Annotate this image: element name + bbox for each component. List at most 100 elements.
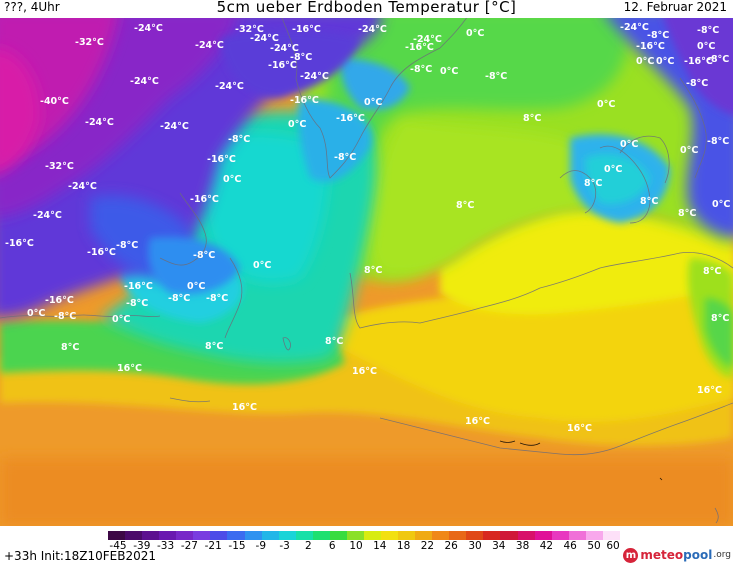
legend-tick-label: 60 — [606, 540, 620, 552]
temperature-label: 0°C — [223, 174, 241, 185]
temperature-label: -8°C — [206, 293, 228, 304]
temperature-label: -24°C — [160, 121, 189, 132]
legend-swatch — [312, 531, 330, 540]
legend-tick-label: 50 — [587, 540, 601, 552]
temperature-label: 8°C — [523, 113, 541, 124]
forecast-day-label: ???, 4Uhr — [4, 0, 60, 14]
temperature-label: -8°C — [707, 54, 729, 65]
legend-swatch — [346, 531, 364, 540]
temperature-label: -24°C — [300, 71, 329, 82]
brand-pool: pool — [683, 548, 713, 562]
temperature-label: -24°C — [270, 43, 299, 54]
legend-swatch — [585, 531, 603, 540]
legend-tick-label: -15 — [228, 540, 246, 552]
legend-swatch — [432, 531, 450, 540]
legend-swatch — [551, 531, 569, 540]
color-legend — [108, 531, 620, 540]
legend-tick-label: 18 — [396, 540, 411, 552]
legend-swatch — [261, 531, 279, 540]
legend-swatch — [363, 531, 381, 540]
temperature-label: 0°C — [597, 99, 615, 110]
legend-swatch — [159, 531, 177, 540]
temperature-label: -24°C — [33, 210, 62, 221]
temperature-label: -8°C — [290, 52, 312, 63]
temperature-label: 0°C — [440, 66, 458, 77]
temperature-label: 0°C — [712, 199, 730, 210]
temperature-label: 8°C — [640, 196, 658, 207]
legend-swatch — [449, 531, 467, 540]
temperature-label: 0°C — [112, 314, 130, 325]
temperature-label: -24°C — [413, 34, 442, 45]
forecast-date: 12. Februar 2021 — [623, 0, 727, 14]
legend-swatch — [193, 531, 211, 540]
temperature-label: 0°C — [187, 281, 205, 292]
temperature-label: 0°C — [620, 139, 638, 150]
temperature-label: -24°C — [358, 24, 387, 35]
legend-swatch — [568, 531, 586, 540]
temperature-label: -24°C — [130, 76, 159, 87]
temperature-label: -16°C — [45, 295, 74, 306]
temperature-label: -24°C — [85, 117, 114, 128]
temperature-label: 0°C — [697, 41, 715, 52]
temperature-label: -16°C — [190, 194, 219, 205]
temperature-label: -8°C — [410, 64, 432, 75]
temperature-label: -8°C — [168, 293, 190, 304]
temperature-label: -16°C — [405, 42, 434, 53]
temperature-label: 0°C — [27, 308, 45, 319]
header: ???, 4Uhr 5cm ueber Erdboden Temperatur … — [0, 0, 733, 18]
temperature-label: 8°C — [325, 336, 343, 347]
legend-swatch — [398, 531, 416, 540]
legend-tick-label: 46 — [563, 540, 577, 552]
temperature-label: 16°C — [352, 366, 377, 377]
temperature-label: -8°C — [334, 152, 356, 163]
legend-swatch — [278, 531, 296, 540]
temperature-labels: -32°C-24°C-24°C-32°C-24°C-16°C-24°C-8°C-… — [5, 22, 730, 434]
temperature-map: -32°C-24°C-24°C-32°C-24°C-16°C-24°C-8°C-… — [0, 18, 733, 526]
temperature-label: -24°C — [620, 22, 649, 33]
temperature-label: 8°C — [711, 313, 729, 324]
legend-swatch — [125, 531, 143, 540]
legend-ticks: -45 -39 -33 -27 -21 -15 -9 -3 2 6 10 14 18 22 26 30 34 38… — [108, 540, 628, 552]
temperature-label: -24°C — [195, 40, 224, 51]
temperature-label: -16°C — [684, 56, 713, 67]
temperature-label: -40°C — [40, 96, 69, 107]
coastlines — [0, 18, 733, 524]
temperature-label: -32°C — [75, 37, 104, 48]
legend-tick-label: 6 — [328, 540, 336, 552]
legend-swatch — [244, 531, 262, 540]
legend-swatch — [210, 531, 228, 540]
temperature-label: -8°C — [697, 25, 719, 36]
temperature-label: 16°C — [117, 363, 142, 374]
temperature-label: 0°C — [288, 119, 306, 130]
temperature-label: 0°C — [253, 260, 271, 271]
temperature-label: -16°C — [124, 281, 153, 292]
temperature-label: 0°C — [604, 164, 622, 175]
temperature-label: -16°C — [5, 238, 34, 249]
meteopool-logo[interactable]: m meteo pool .org — [623, 546, 731, 564]
temperature-label: 0°C — [466, 28, 484, 39]
temperature-label: -8°C — [707, 136, 729, 147]
legend-swatch — [483, 531, 501, 540]
legend-swatch — [415, 531, 433, 540]
temperature-label: 8°C — [703, 266, 721, 277]
legend-swatch — [329, 531, 347, 540]
temperature-label: -24°C — [215, 81, 244, 92]
legend-swatch — [602, 531, 620, 540]
legend-swatch — [534, 531, 552, 540]
temperature-label: -16°C — [336, 113, 365, 124]
legend-tick-label: 10 — [349, 540, 363, 552]
temperature-label: -8°C — [647, 30, 669, 41]
temperature-label: 0°C — [680, 145, 698, 156]
temperature-label: -8°C — [116, 240, 138, 251]
legend-tick-label: -3 — [279, 540, 290, 552]
legend-tick-label: -33 — [157, 540, 175, 552]
legend-tick-label: -9 — [255, 540, 267, 552]
temperature-field — [0, 18, 733, 526]
legend-tick-label: -45 — [109, 540, 127, 552]
legend-tick-label: -21 — [204, 540, 222, 552]
legend-swatch — [142, 531, 160, 540]
legend-swatch — [295, 531, 313, 540]
run-info: +33h Init:18Z10FEB2021 — [4, 549, 156, 563]
brand-org: .org — [713, 550, 731, 560]
legend-swatch — [466, 531, 484, 540]
